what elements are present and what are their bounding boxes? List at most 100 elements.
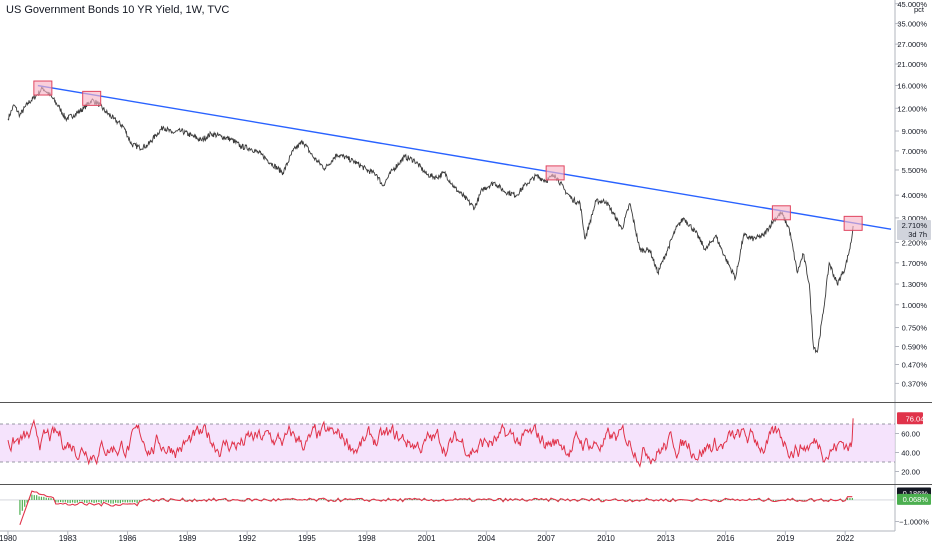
macd-hist-bar	[91, 499, 93, 503]
macd-hist-bar	[768, 498, 770, 500]
macd-hist-bar	[509, 499, 511, 500]
macd-hist-bar	[803, 499, 806, 501]
macd-hist-bar	[552, 499, 554, 500]
macd-hist-bar	[186, 499, 188, 501]
macd-hist-bar	[536, 499, 538, 500]
macd-hist-bar	[732, 499, 734, 500]
macd-hist-bar	[691, 499, 693, 501]
macd-value-label: 0.186%	[903, 489, 929, 498]
macd-hist-bar	[59, 499, 62, 503]
macd-hist-bar	[311, 499, 313, 501]
macd-hist-bar	[763, 499, 765, 501]
macd-hist-bar	[287, 499, 289, 500]
macd-hist-bar	[160, 499, 162, 500]
macd-hist-bar	[320, 499, 322, 500]
x-tick-label: 1992	[238, 534, 256, 543]
macd-hist-bar	[433, 499, 435, 501]
macd-hist-bar	[43, 496, 45, 500]
macd-hist-bar	[45, 497, 47, 500]
rsi-value-label: 76.04	[906, 414, 925, 423]
y-tick-label: 12.000%	[897, 104, 927, 113]
macd-hist-bar	[335, 499, 337, 501]
rsi-line	[7, 418, 854, 468]
macd-hist-bar	[581, 499, 583, 500]
y-unit-label: pct	[914, 5, 925, 14]
macd-hist-bar	[88, 499, 90, 502]
macd-hist-bar	[50, 498, 52, 500]
macd-hist-bar	[672, 499, 674, 500]
macd-hist-bar	[129, 499, 131, 503]
y-tick-label: 45.000%	[897, 0, 927, 9]
macd-hist-bar	[74, 499, 76, 504]
macd-hist-bar	[131, 499, 133, 503]
macd-hist-bar	[502, 499, 504, 501]
macd-hist-bar	[748, 499, 751, 500]
macd-hist-bar	[406, 499, 409, 500]
macd-hist-bar	[98, 499, 100, 503]
macd-hist-bar	[31, 494, 33, 500]
macd-hist-bar	[414, 499, 416, 500]
macd-hist-bar	[533, 498, 535, 500]
macd-hist-bar	[514, 499, 516, 500]
macd-hist-bar	[162, 499, 165, 500]
macd-hist-bar	[727, 499, 729, 501]
macd-hist-bar	[148, 499, 150, 500]
macd-hist-bar	[540, 499, 542, 500]
macd-hist-bar	[26, 499, 28, 503]
macd-hist-bar	[115, 499, 117, 503]
macd-hist-bar	[504, 499, 507, 500]
macd-hist-bar	[124, 499, 126, 503]
y-tick-label: 16.000%	[897, 82, 927, 91]
macd-hist-bar	[796, 499, 798, 501]
y-tick-label: 0.370%	[902, 379, 928, 388]
y-tick-label: 7.000%	[902, 147, 928, 156]
macd-hist-bar	[339, 499, 342, 501]
macd-hist-bar	[483, 499, 485, 501]
macd-hist-bar	[478, 499, 480, 501]
macd-hist-bar	[758, 498, 760, 500]
highlight-box	[771, 205, 791, 221]
rsi-tick-label: 40.00	[901, 449, 920, 458]
macd-hist-bar	[720, 499, 722, 501]
macd-hist-bar	[21, 499, 23, 511]
macd-hist-bar	[653, 499, 655, 501]
x-tick-label: 2022	[836, 534, 854, 543]
countdown-label: 3d 7h	[908, 230, 927, 239]
x-tick-label: 1983	[59, 534, 77, 543]
macd-hist-bar	[167, 499, 169, 501]
macd-hist-bar	[583, 499, 586, 500]
macd-hist-bar	[811, 499, 813, 500]
macd-hist-bar	[76, 499, 78, 503]
macd-hist-bar	[100, 499, 102, 504]
rsi-tick-label: 20.00	[901, 468, 920, 477]
macd-hist-bar	[110, 499, 112, 504]
macd-hist-bar	[849, 498, 851, 500]
macd-hist-bar	[33, 495, 35, 500]
macd-hist-bar	[67, 499, 69, 503]
macd-hist-bar	[667, 499, 669, 501]
macd-hist-bar	[38, 496, 40, 500]
macd-hist-bar	[71, 499, 74, 503]
last-price-label: 2.710%	[902, 221, 928, 230]
rsi-band	[0, 424, 895, 462]
macd-hist-bar	[801, 499, 803, 501]
macd-hist-bar	[79, 499, 81, 502]
price-series-line	[7, 85, 854, 354]
highlight-box	[843, 215, 863, 231]
x-tick-label: 2019	[776, 534, 794, 543]
x-tick-label: 2010	[597, 534, 615, 543]
macd-hist-bar	[24, 499, 26, 507]
macd-hist-bar	[559, 499, 562, 500]
macd-hist-bar	[772, 499, 775, 501]
macd-hist-bar	[332, 499, 334, 501]
macd-hist-bar	[222, 499, 224, 501]
macd-hist-bar	[454, 499, 456, 500]
macd-hist-bar	[471, 499, 473, 501]
macd-hist-bar	[284, 499, 287, 501]
chart-title: US Government Bonds 10 YR Yield, 1W, TVC	[6, 4, 230, 16]
x-tick-label: 2013	[657, 534, 675, 543]
macd-hist-bar	[170, 499, 172, 500]
macd-hist-bar	[93, 499, 95, 503]
macd-hist-bar	[107, 499, 110, 503]
macd-hist-bar	[813, 499, 815, 501]
